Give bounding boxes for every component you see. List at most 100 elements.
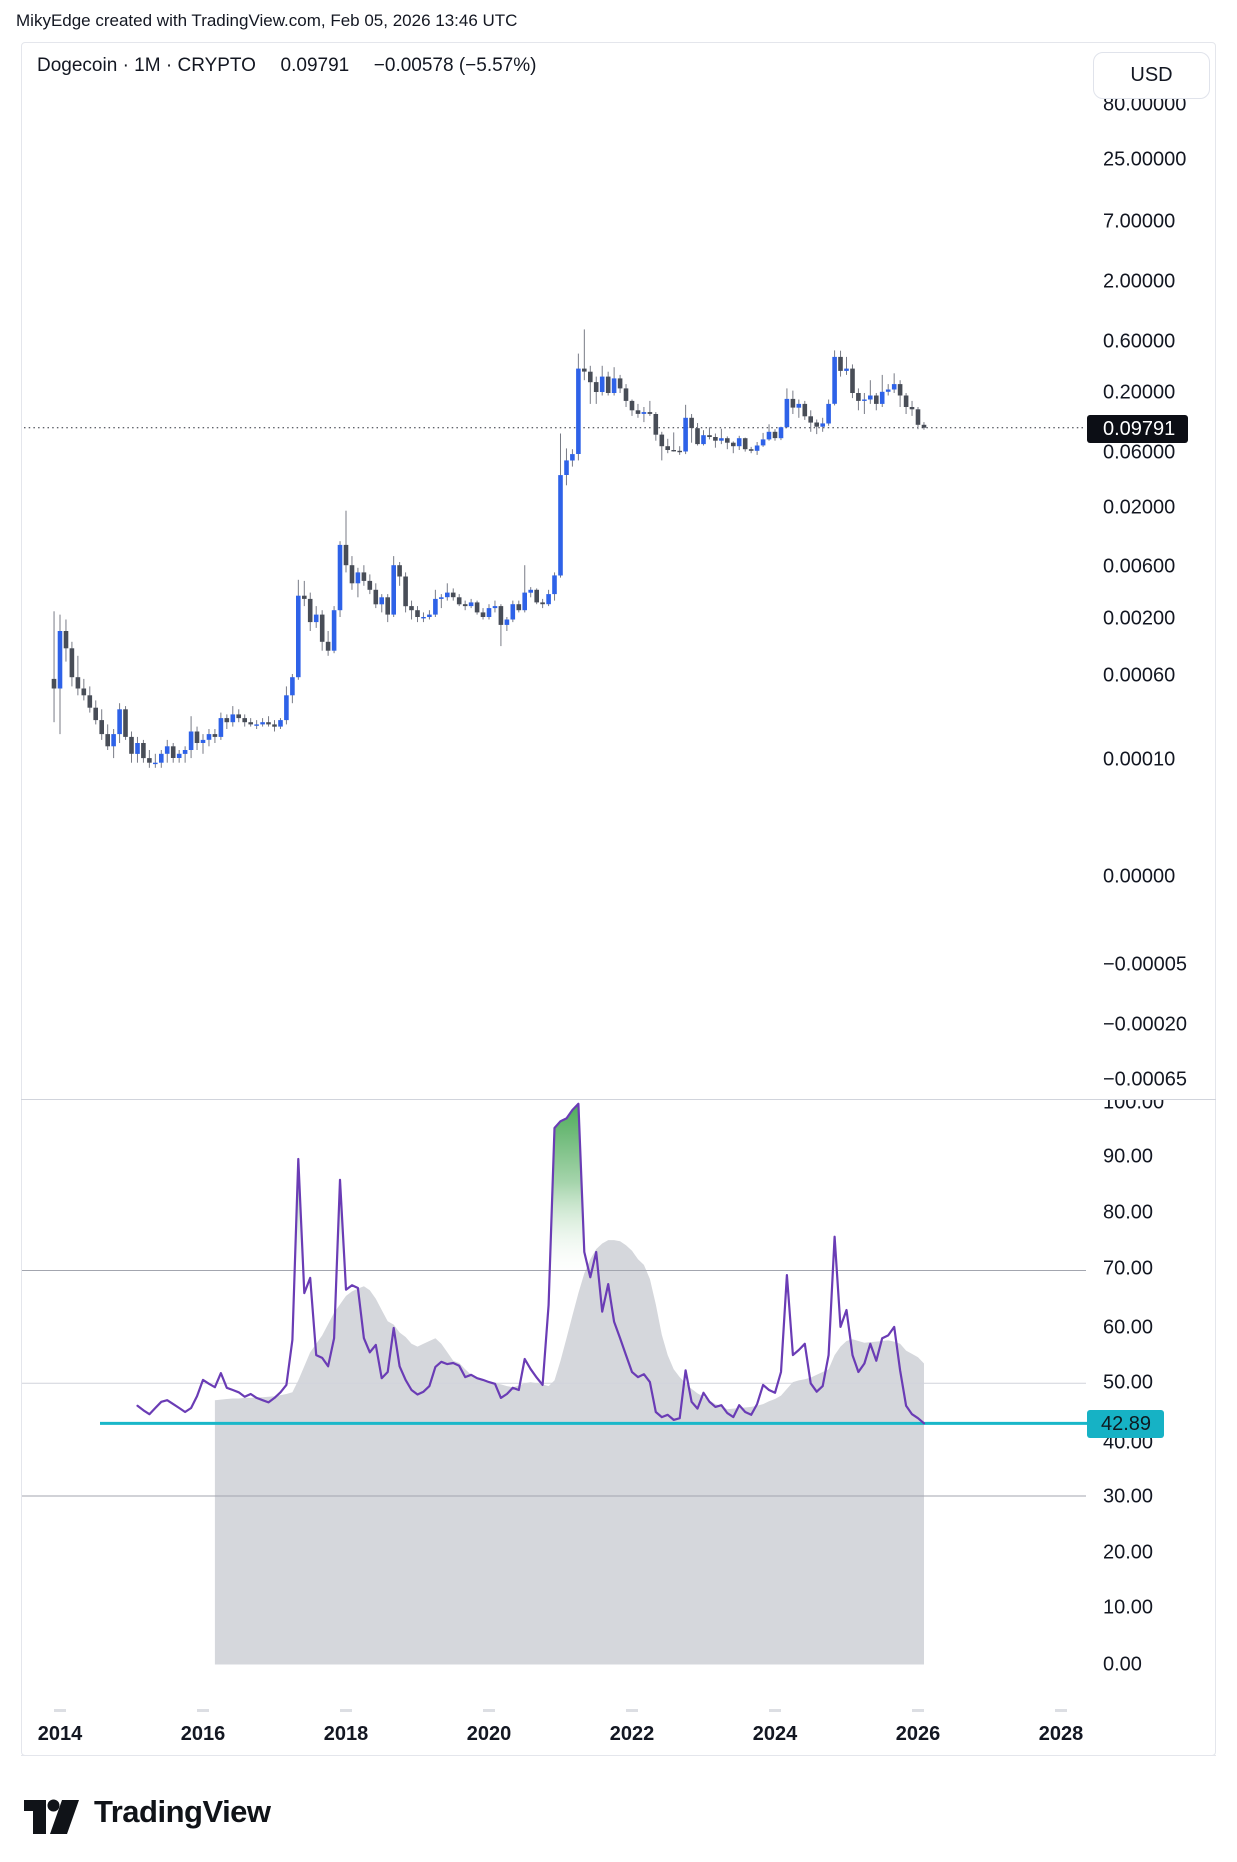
symbol-legend[interactable]: Dogecoin · 1M · CRYPTO 0.09791 −0.00578 … — [37, 55, 536, 77]
time-axis-year-label: 2028 — [1038, 1723, 1084, 1745]
time-axis-tick — [626, 1709, 638, 1712]
rsi-scale-label: 100.00 — [1103, 1100, 1165, 1114]
time-axis-year-label: 2016 — [180, 1723, 226, 1745]
price-scale-label: 0.06000 — [1103, 441, 1176, 464]
candle-body — [302, 595, 307, 599]
rsi-scale-label: 0.00 — [1103, 1653, 1142, 1676]
candle-body — [188, 731, 194, 750]
candle-body — [522, 592, 527, 611]
current-price-badge: 0.09791 — [1087, 415, 1188, 443]
candle-body — [832, 356, 837, 404]
time-axis[interactable]: 2014 2016 2018 2020 2022 2024 2026 2028 — [21, 1715, 1216, 1756]
candle-body — [498, 606, 504, 625]
legend-separator: · — [122, 55, 135, 76]
candle-body — [337, 544, 343, 611]
price-scale-axis[interactable]: 80.00000 25.00000 7.00000 2.00000 0.60000 0.2… — [1103, 42, 1213, 1099]
candle-body — [689, 417, 694, 429]
candle-body — [588, 371, 593, 383]
candle-body — [874, 395, 879, 404]
candle-body — [111, 734, 116, 747]
rsi-scale-label: 90.00 — [1103, 1145, 1154, 1168]
candle-body — [784, 398, 790, 428]
candle-body — [909, 407, 915, 410]
current-rsi-badge: 42.89 — [1087, 1410, 1164, 1438]
header-attribution: MikyEdge created with TradingView.com, F… — [16, 11, 518, 30]
candle-body — [534, 589, 539, 603]
candle-body — [599, 376, 605, 392]
price-scale-label: −0.00065 — [1103, 1068, 1187, 1091]
candle-body — [552, 575, 557, 595]
price-scale-label: −0.00005 — [1103, 953, 1187, 976]
candle-body — [230, 714, 236, 723]
rsi-scale-axis[interactable]: 100.00 90.00 80.00 70.00 60.00 50.00 40.00 30.0… — [1103, 1100, 1213, 1700]
candle-body — [766, 431, 772, 440]
time-axis-year-label: 2020 — [466, 1723, 512, 1745]
tradingview-logo[interactable]: TradingView — [22, 1788, 271, 1836]
candle-body — [528, 589, 533, 593]
candle-body — [367, 580, 373, 590]
candle-body — [445, 592, 450, 598]
candle-body — [290, 677, 295, 696]
tradingview-logo-text: TradingView — [94, 1794, 271, 1829]
candle-body — [701, 435, 706, 445]
candle-body — [153, 762, 158, 765]
candle-body — [623, 388, 629, 401]
candle-body — [355, 572, 361, 584]
candle-body — [147, 758, 152, 763]
candle-body — [736, 438, 742, 447]
tradingview-logo-icon — [24, 1799, 79, 1834]
candle-body — [218, 718, 224, 737]
candle-body — [284, 695, 289, 721]
candle-body — [504, 619, 510, 625]
time-axis-tick — [340, 1709, 352, 1712]
candle-body — [754, 445, 760, 451]
candle-body — [415, 610, 420, 617]
candle-body — [516, 604, 522, 611]
candle-body — [576, 368, 581, 454]
time-axis-tick — [912, 1709, 924, 1712]
candle-body — [540, 602, 545, 605]
candle-body — [379, 597, 384, 605]
candle-body — [903, 395, 909, 407]
candle-body — [748, 449, 754, 451]
candle-body — [629, 400, 635, 411]
candle-body — [439, 597, 444, 599]
price-scale-label: 25.00000 — [1103, 148, 1187, 171]
candle-body — [260, 722, 265, 725]
candle-body — [546, 594, 551, 605]
time-axis-year-label: 2014 — [37, 1723, 83, 1745]
legend-symbol[interactable]: Dogecoin — [37, 55, 118, 76]
candle-body — [707, 435, 712, 437]
candle-body — [790, 398, 796, 408]
candle-body — [474, 602, 480, 613]
candle-body — [844, 368, 849, 371]
candle-body — [75, 677, 81, 689]
candle-body — [671, 450, 676, 452]
price-scale-label: 0.60000 — [1103, 330, 1176, 353]
candle-body — [659, 434, 665, 447]
price-scale-label: 0.00200 — [1103, 607, 1176, 630]
currency-usd-button[interactable]: USD — [1093, 52, 1210, 99]
candle-body — [617, 378, 623, 389]
candle-body — [826, 403, 831, 424]
candle-body — [93, 707, 98, 721]
candle-body — [254, 724, 259, 726]
candle-body — [850, 368, 855, 393]
candle-body — [820, 423, 825, 427]
candle-body — [814, 422, 819, 427]
candle-body — [141, 743, 146, 759]
candle-body — [713, 437, 718, 441]
candle-body — [915, 409, 921, 425]
price-scale-label: 0.20000 — [1103, 381, 1176, 404]
candle-body — [891, 384, 897, 390]
candle-body — [641, 412, 647, 414]
rsi-scale-label: 80.00 — [1103, 1201, 1154, 1224]
candle-body — [349, 565, 355, 584]
candle-body — [361, 572, 367, 581]
legend-interval[interactable]: 1M — [134, 55, 161, 76]
rsi-line — [136, 1102, 926, 1425]
candle-body — [242, 718, 247, 723]
candle-body — [862, 399, 867, 401]
candle-body — [224, 718, 230, 723]
